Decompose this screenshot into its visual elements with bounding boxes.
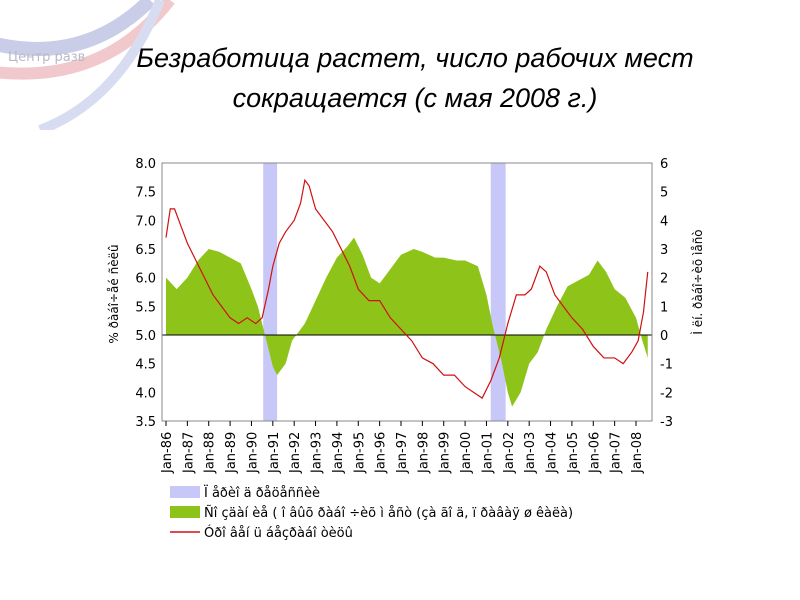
x-tick-label: Jan-96	[374, 432, 389, 474]
legend-swatch-recession	[170, 486, 200, 498]
x-tick-label: Jan-08	[630, 432, 645, 474]
x-tick-label: Jan-04	[545, 432, 560, 474]
plot-frame	[161, 162, 653, 422]
x-tick-label: Jan-99	[438, 432, 453, 474]
y-tick-label: 7.0	[135, 214, 156, 229]
y-tick-label: 3.5	[135, 415, 156, 430]
x-tick-label: Jan-95	[352, 432, 367, 474]
x-tick-label: Jan-88	[203, 432, 218, 474]
x-tick-label: Jan-06	[587, 432, 602, 474]
employment-area	[166, 237, 648, 407]
y-tick-label: 7.5	[135, 186, 156, 201]
x-tick-label: Jan-02	[502, 432, 517, 474]
y2-tick-label: 1	[660, 300, 668, 315]
y-tick-label: 5.0	[135, 329, 156, 344]
legend-label: Ï åðèî ä ðåöåññèè	[204, 485, 320, 501]
x-tick-label: Jan-98	[416, 432, 431, 474]
y2-tick-label: 3	[660, 243, 668, 258]
y-tick-label: 5.5	[135, 300, 156, 315]
y2-tick-label: 5	[660, 186, 668, 201]
y2-tick-label: 4	[660, 214, 668, 229]
y-tick-label: 4.5	[135, 358, 156, 373]
x-tick-label: Jan-07	[609, 432, 624, 474]
y2-tick-label: -2	[660, 386, 673, 401]
y-tick-label: 6.0	[135, 272, 156, 287]
x-tick-label: Jan-91	[267, 432, 282, 474]
y2-tick-label: 2	[660, 272, 668, 287]
x-tick-label: Jan-87	[181, 432, 196, 474]
x-tick-label: Jan-03	[523, 432, 538, 474]
slide-title: Безработица растет, число рабочих мест с…	[136, 43, 694, 113]
y2-tick-label: -1	[660, 358, 673, 373]
y-tick-label: 6.5	[135, 243, 156, 258]
recession-band	[490, 163, 506, 421]
x-tick-label: Jan-05	[566, 432, 581, 474]
y-axis-label: % ðàáî÷åé ñèëû	[107, 244, 121, 343]
x-tick-label: Jan-97	[395, 432, 410, 474]
x-tick-label: Jan-92	[288, 432, 303, 474]
y2-tick-label: -3	[660, 415, 673, 430]
logo-text: Центр разв	[8, 50, 86, 65]
x-tick-label: Jan-00	[459, 432, 474, 474]
x-tick-label: Jan-90	[245, 432, 260, 474]
y2-tick-label: 0	[660, 329, 668, 344]
y2-axis-label: Ì ëí. ðàáî÷èõ ìåñò	[690, 229, 705, 334]
x-tick-label: Jan-01	[480, 432, 495, 474]
y2-tick-label: 6	[660, 157, 668, 172]
logo-swoosh	[0, 0, 175, 130]
legend-swatch-employment	[170, 506, 200, 518]
y-tick-label: 4.0	[135, 386, 156, 401]
legend-label: Óðî âåí ü áåçðàáî òèöû	[204, 525, 353, 541]
x-tick-label: Jan-93	[310, 432, 325, 474]
x-tick-label: Jan-89	[224, 432, 239, 474]
recession-band	[263, 163, 278, 421]
x-tick-label: Jan-94	[331, 432, 346, 474]
x-tick-label: Jan-86	[160, 432, 175, 474]
legend-label: Ñî çäàí èå ( î âûõ ðàáî ÷èõ ì åñò (çà ãî…	[204, 505, 573, 521]
y-tick-label: 8.0	[135, 157, 156, 172]
unemployment-chart: 3.5 4.0 4.5 5.0 5.5 6.0 6.5 7.0 7.5 8.0 -3 -2 -1 0 1 2 3…	[107, 157, 705, 541]
unemployment-line	[165, 178, 649, 399]
